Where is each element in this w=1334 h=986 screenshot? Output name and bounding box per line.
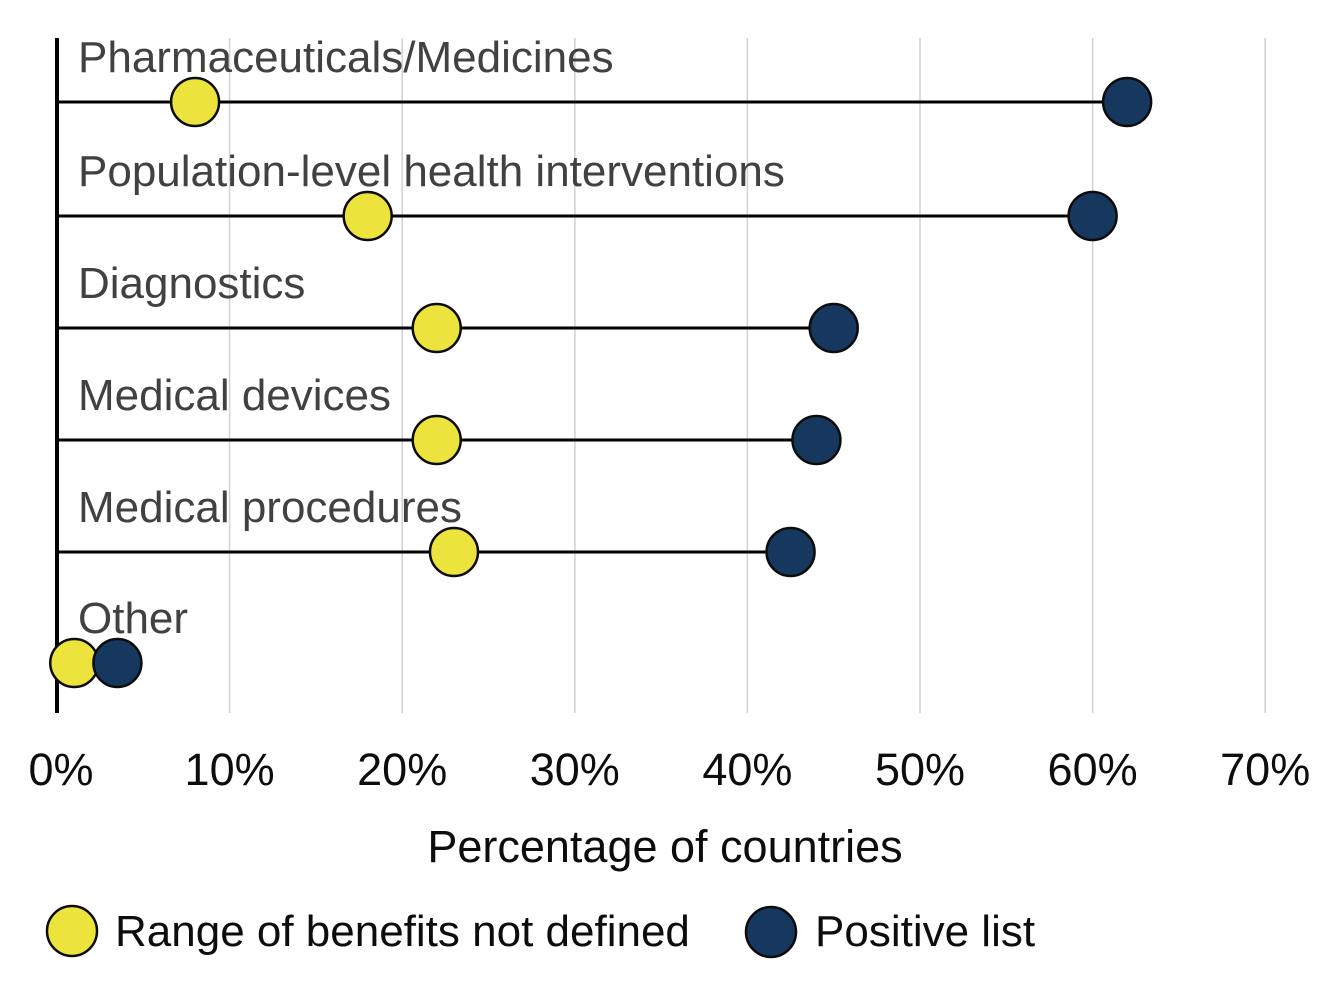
category-labels-group: Pharmaceuticals/Medicines Population-leve…	[78, 33, 785, 643]
x-tick-label-50%: 50%	[875, 744, 965, 795]
gridlines-group	[228, 38, 1266, 713]
data-points-group	[49, 76, 1153, 689]
dot-range-not-defined	[411, 414, 462, 466]
dot-positive-list	[1101, 76, 1153, 128]
x-tick-label-20%: 20%	[357, 744, 447, 795]
x-tick-label-70%: 70%	[1220, 744, 1310, 795]
dot-positive-list	[92, 637, 143, 689]
category-label: Diagnostics	[78, 259, 305, 308]
category-label: Other	[78, 594, 188, 643]
category-label: Population-level health interventions	[78, 147, 785, 196]
x-axis-title: Percentage of countries	[427, 821, 902, 872]
x-tick-label-60%: 60%	[1048, 744, 1138, 795]
dot-range-not-defined	[342, 190, 393, 242]
dot-range-not-defined	[169, 76, 221, 128]
dot-range-not-defined	[428, 526, 480, 578]
category-label: Medical procedures	[78, 483, 462, 532]
x-tick-label-0%: 0%	[28, 744, 93, 795]
dot-positive-list	[1067, 190, 1118, 242]
dot-positive-list	[765, 526, 816, 578]
legend-marker-range-not-defined	[45, 904, 99, 958]
dot-range-not-defined	[49, 637, 100, 689]
category-label: Pharmaceuticals/Medicines	[78, 33, 614, 82]
x-tick-label-10%: 10%	[185, 744, 275, 795]
x-tick-label-40%: 40%	[702, 744, 792, 795]
dot-positive-list	[791, 414, 842, 466]
legend-label-positive-list: Positive list	[815, 907, 1035, 956]
legend: Range of benefits not defined Positive l…	[45, 904, 1035, 959]
legend-label-range-not-defined: Range of benefits not defined	[115, 907, 690, 956]
dot-range-not-defined	[411, 302, 462, 354]
x-tick-label-30%: 30%	[530, 744, 620, 795]
category-label: Medical devices	[78, 371, 391, 420]
dot-positive-list	[808, 302, 859, 354]
legend-marker-positive-list	[744, 905, 798, 959]
x-tick-labels-group: 0% 10% 20% 30% 40% 50% 60% 70%	[28, 744, 1310, 795]
